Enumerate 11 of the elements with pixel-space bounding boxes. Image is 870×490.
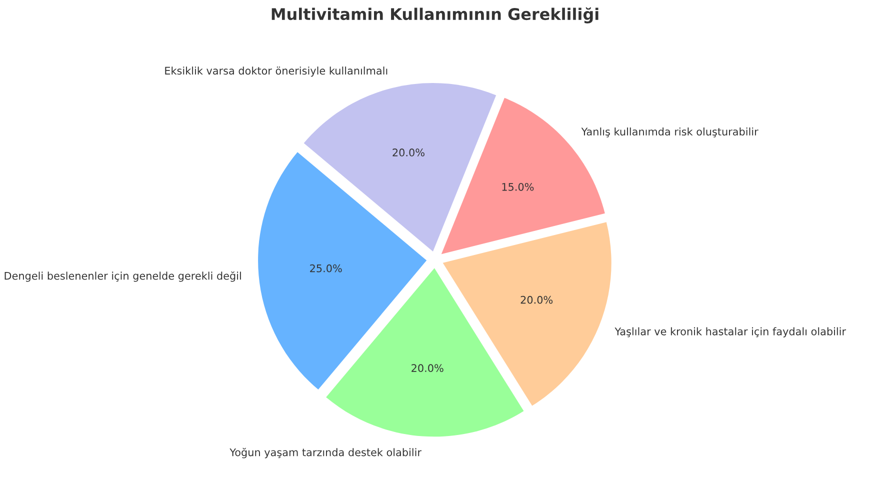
- slice-label: Yoğun yaşam tarzında destek olabilir: [230, 448, 422, 458]
- slice-label: Dengeli beslenenler için genelde gerekli değil: [4, 271, 241, 282]
- chart-title: Multivitamin Kullanımının Gerekliliği: [272, 7, 598, 24]
- data-label: 20.0%: [392, 148, 424, 156]
- slice-label: Yanlış kullanımda risk oluşturabilir: [581, 127, 758, 138]
- slice-label: Yaşlılar ve kronik hastalar için faydalı olabilir: [614, 327, 846, 338]
- data-label: 20.0%: [412, 364, 444, 372]
- data-label: 20.0%: [520, 296, 553, 304]
- slice-label: Eksiklik varsa doktor önerisiyle kullanılmalı: [165, 66, 388, 77]
- data-label: 25.0%: [310, 264, 342, 272]
- data-label: 15.0%: [502, 182, 534, 191]
